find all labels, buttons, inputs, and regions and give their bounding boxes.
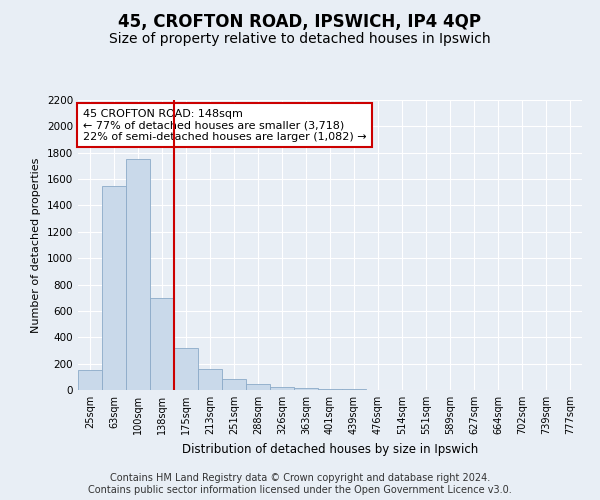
Bar <box>222 380 246 390</box>
Bar <box>198 369 222 390</box>
Text: 45 CROFTON ROAD: 148sqm
← 77% of detached houses are smaller (3,718)
22% of semi: 45 CROFTON ROAD: 148sqm ← 77% of detache… <box>83 108 367 142</box>
Bar <box>174 348 198 390</box>
Bar <box>102 186 126 390</box>
Text: Contains HM Land Registry data © Crown copyright and database right 2024.
Contai: Contains HM Land Registry data © Crown c… <box>88 474 512 495</box>
Text: Size of property relative to detached houses in Ipswich: Size of property relative to detached ho… <box>109 32 491 46</box>
Bar <box>270 386 294 390</box>
Bar <box>78 370 102 390</box>
Y-axis label: Number of detached properties: Number of detached properties <box>31 158 41 332</box>
Bar <box>318 388 342 390</box>
Bar <box>150 298 174 390</box>
Bar <box>126 160 150 390</box>
X-axis label: Distribution of detached houses by size in Ipswich: Distribution of detached houses by size … <box>182 442 478 456</box>
Bar <box>294 388 318 390</box>
Bar <box>246 384 270 390</box>
Text: 45, CROFTON ROAD, IPSWICH, IP4 4QP: 45, CROFTON ROAD, IPSWICH, IP4 4QP <box>119 12 482 30</box>
